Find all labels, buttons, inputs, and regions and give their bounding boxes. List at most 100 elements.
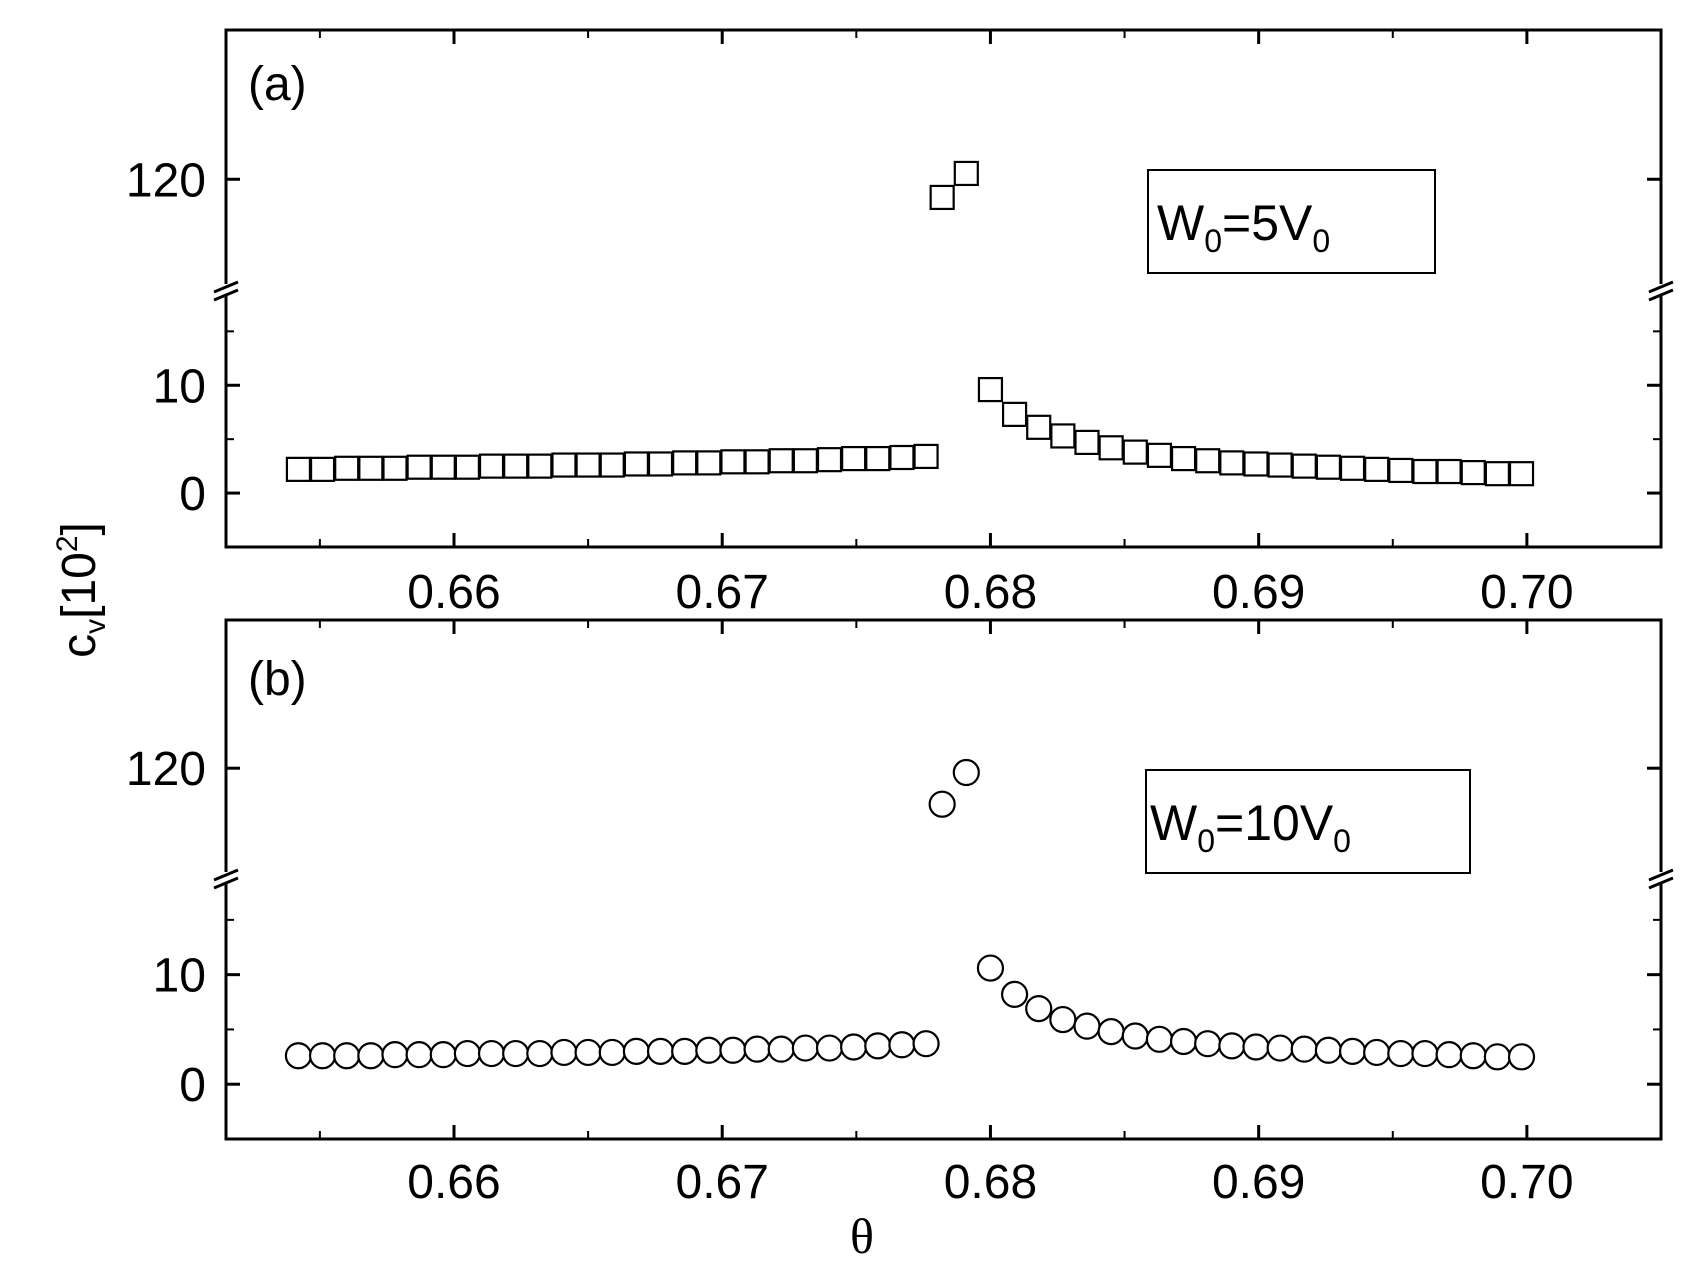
data-point-circle xyxy=(453,1039,482,1068)
data-point-circle xyxy=(976,954,1005,982)
y-axis-title-sup: 2 xyxy=(51,535,84,552)
panel-a-legend-text: W0=5V0 xyxy=(1157,195,1330,259)
data-point-circle xyxy=(1218,1032,1246,1060)
data-point-square xyxy=(430,454,456,480)
y-tick-label: 0 xyxy=(179,1059,206,1112)
data-point-square xyxy=(768,448,794,474)
y-tick-label: 120 xyxy=(126,154,206,207)
x-tick-label: 0.69 xyxy=(1212,566,1305,619)
data-point-circle xyxy=(333,1042,361,1070)
data-point-circle xyxy=(767,1035,795,1063)
x-tick-label: 0.70 xyxy=(1480,1156,1573,1209)
data-point-circle xyxy=(815,1034,844,1062)
data-point-circle xyxy=(1266,1034,1294,1062)
data-point-square xyxy=(1026,414,1052,440)
data-point-square xyxy=(1243,451,1269,477)
data-point-square xyxy=(1098,435,1124,461)
data-point-square xyxy=(478,453,505,479)
data-point-square xyxy=(1146,442,1173,468)
data-point-circle xyxy=(928,790,956,818)
panel-b-legend-text: W0=10V0 xyxy=(1150,795,1351,859)
y-axis-title-sub: v xyxy=(79,619,112,634)
data-point-square xyxy=(1460,460,1486,486)
data-point-circle xyxy=(1459,1042,1487,1070)
data-point-circle xyxy=(429,1041,457,1069)
data-point-square xyxy=(977,376,1004,403)
panel-a-legend: W0=5V0 xyxy=(1147,169,1436,274)
data-point-square xyxy=(1195,448,1221,474)
data-point-circle xyxy=(1121,1022,1149,1050)
panel-b-legend: W0=10V0 xyxy=(1145,769,1471,874)
panel-a-points xyxy=(285,160,1535,487)
axis-break-mark xyxy=(1648,280,1674,294)
data-point-square xyxy=(1219,450,1245,476)
data-point-circle xyxy=(1194,1030,1222,1058)
data-point-circle xyxy=(1314,1036,1343,1064)
panel-b-legend-sub1: 0 xyxy=(1197,823,1215,859)
data-point-square xyxy=(406,454,432,480)
data-point-square xyxy=(1339,455,1366,481)
data-point-square xyxy=(454,454,481,480)
data-point-square xyxy=(1315,454,1342,480)
x-tick-label: 0.70 xyxy=(1480,566,1573,619)
data-point-circle xyxy=(743,1035,771,1063)
data-point-circle xyxy=(1411,1039,1439,1068)
data-point-square xyxy=(841,445,867,472)
data-point-circle xyxy=(502,1039,530,1068)
y-tick-label: 10 xyxy=(153,360,206,413)
axis-break-mark xyxy=(213,288,239,302)
data-point-square xyxy=(382,455,408,481)
data-point-square xyxy=(913,443,939,470)
axis-break-mark xyxy=(1648,876,1674,890)
data-point-circle xyxy=(1025,995,1053,1023)
data-point-circle xyxy=(912,1030,940,1058)
data-point-circle xyxy=(284,1042,313,1070)
data-point-circle xyxy=(1363,1038,1391,1067)
data-point-circle xyxy=(695,1036,723,1064)
data-point-square xyxy=(358,455,384,481)
data-point-circle xyxy=(719,1036,747,1064)
data-point-square xyxy=(1436,458,1462,485)
y-tick-label: 10 xyxy=(153,950,206,1003)
data-point-square xyxy=(1267,452,1293,478)
data-point-square xyxy=(309,456,336,482)
data-point-square xyxy=(1508,461,1535,487)
data-point-circle xyxy=(357,1042,385,1070)
data-point-circle xyxy=(1507,1043,1536,1071)
panel-b-points xyxy=(284,758,1536,1071)
data-point-circle xyxy=(405,1041,433,1069)
data-point-circle xyxy=(671,1037,699,1065)
data-point-square xyxy=(1170,445,1197,472)
panel-a-axes: 0.66 0.67 0.68 0.69 0.70 0 10 120 xyxy=(126,30,1674,619)
axis-break-mark xyxy=(1648,288,1674,302)
data-point-square xyxy=(865,445,891,472)
data-point-square xyxy=(1291,453,1317,479)
data-point-square xyxy=(720,449,746,475)
data-point-square xyxy=(1364,456,1390,482)
data-point-circle xyxy=(1435,1041,1463,1069)
data-point-square xyxy=(623,451,649,477)
data-point-circle xyxy=(840,1033,868,1061)
data-point-circle xyxy=(1145,1025,1174,1053)
panel-b-tag: (b) xyxy=(248,653,307,706)
data-point-circle xyxy=(1387,1039,1415,1068)
y-axis-title-main: c xyxy=(53,634,106,658)
panel-b-legend-box xyxy=(1145,769,1471,874)
data-point-square xyxy=(1074,429,1100,456)
x-tick-label: 0.68 xyxy=(944,1156,1037,1209)
y-axis-title-close: ] xyxy=(53,522,106,535)
data-point-circle xyxy=(888,1031,916,1059)
data-point-circle xyxy=(1483,1043,1511,1071)
panel-b-legend-mid: =10V xyxy=(1215,795,1334,851)
data-point-circle xyxy=(550,1038,578,1067)
axis-break-mark xyxy=(213,280,239,294)
data-point-square xyxy=(816,447,843,473)
data-point-square xyxy=(285,456,312,482)
y-axis-title: cv[102] xyxy=(51,522,112,658)
data-point-square xyxy=(792,448,818,474)
data-point-square xyxy=(599,452,625,478)
data-point-square xyxy=(1001,401,1028,427)
data-point-circle xyxy=(526,1039,554,1068)
